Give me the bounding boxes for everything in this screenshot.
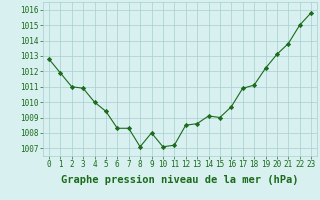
X-axis label: Graphe pression niveau de la mer (hPa): Graphe pression niveau de la mer (hPa) [61,175,299,185]
